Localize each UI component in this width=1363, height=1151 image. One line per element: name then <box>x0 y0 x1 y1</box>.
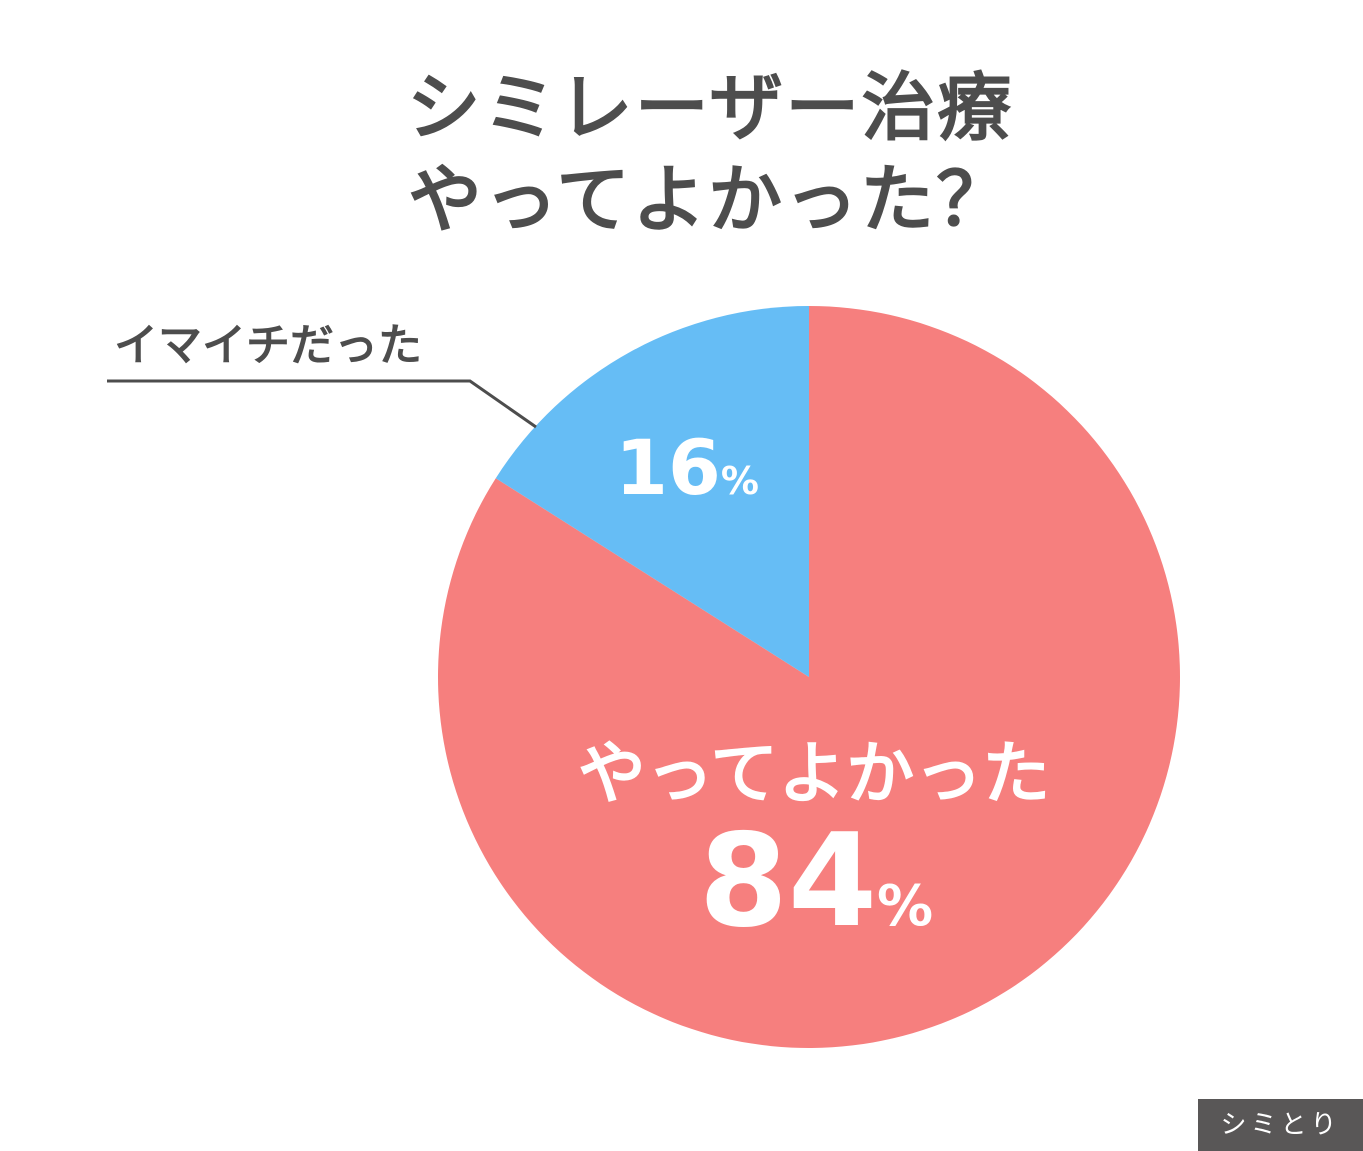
brand-badge: シミとり <box>1198 1099 1363 1151</box>
large-slice-label: やってよかった <box>578 735 1051 814</box>
pie-slice-1 <box>495 306 809 677</box>
large-slice-value: 84 <box>699 807 877 956</box>
small-slice-value-label: 16% <box>615 423 759 512</box>
callout-leader-line <box>107 379 537 429</box>
callout-label-small-slice: イマイチだった <box>114 320 422 371</box>
chart-title: シミレーザー治療 やってよかった？ <box>0 62 1363 246</box>
chart-title-line-1: シミレーザー治療 <box>406 65 1014 151</box>
small-slice-unit: % <box>721 459 759 503</box>
small-slice-value: 16 <box>615 423 721 512</box>
large-slice-unit: % <box>877 874 933 939</box>
chart-title-line-2: やってよかった？ <box>407 157 1013 243</box>
large-slice-value-label: 84% <box>699 807 933 956</box>
pie-slices <box>437 306 1180 1048</box>
